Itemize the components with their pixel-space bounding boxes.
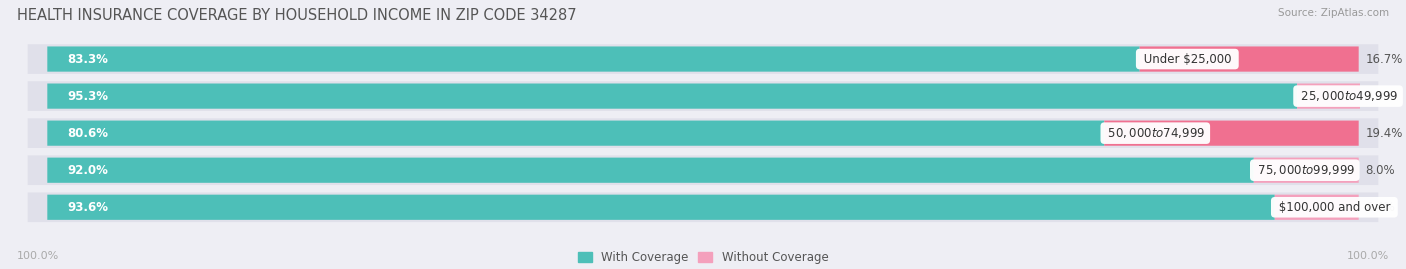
FancyBboxPatch shape (1104, 121, 1358, 146)
FancyBboxPatch shape (48, 121, 1104, 146)
FancyBboxPatch shape (48, 158, 1254, 183)
Text: 4.8%: 4.8% (1365, 90, 1395, 102)
Text: $25,000 to $49,999: $25,000 to $49,999 (1298, 89, 1399, 103)
Text: Under $25,000: Under $25,000 (1140, 52, 1234, 66)
FancyBboxPatch shape (28, 44, 1378, 74)
Text: 95.3%: 95.3% (67, 90, 108, 102)
Text: 100.0%: 100.0% (17, 251, 59, 261)
Text: 80.6%: 80.6% (67, 127, 108, 140)
Text: $50,000 to $74,999: $50,000 to $74,999 (1104, 126, 1206, 140)
Text: 16.7%: 16.7% (1365, 52, 1403, 66)
Text: $100,000 and over: $100,000 and over (1275, 201, 1393, 214)
Text: HEALTH INSURANCE COVERAGE BY HOUSEHOLD INCOME IN ZIP CODE 34287: HEALTH INSURANCE COVERAGE BY HOUSEHOLD I… (17, 8, 576, 23)
Legend: With Coverage, Without Coverage: With Coverage, Without Coverage (572, 246, 834, 269)
FancyBboxPatch shape (48, 83, 1298, 109)
Text: 8.0%: 8.0% (1365, 164, 1395, 177)
Text: 93.6%: 93.6% (67, 201, 108, 214)
Text: $75,000 to $99,999: $75,000 to $99,999 (1254, 163, 1355, 177)
FancyBboxPatch shape (28, 155, 1378, 185)
FancyBboxPatch shape (28, 118, 1378, 148)
FancyBboxPatch shape (28, 192, 1378, 222)
FancyBboxPatch shape (1254, 158, 1358, 183)
Text: 83.3%: 83.3% (67, 52, 108, 66)
FancyBboxPatch shape (1298, 83, 1360, 109)
Text: Source: ZipAtlas.com: Source: ZipAtlas.com (1278, 8, 1389, 18)
FancyBboxPatch shape (1140, 47, 1358, 72)
Text: 92.0%: 92.0% (67, 164, 108, 177)
FancyBboxPatch shape (1275, 195, 1358, 220)
FancyBboxPatch shape (48, 195, 1275, 220)
Text: 19.4%: 19.4% (1365, 127, 1403, 140)
FancyBboxPatch shape (28, 81, 1378, 111)
Text: 6.4%: 6.4% (1365, 201, 1395, 214)
FancyBboxPatch shape (48, 47, 1140, 72)
Text: 100.0%: 100.0% (1347, 251, 1389, 261)
